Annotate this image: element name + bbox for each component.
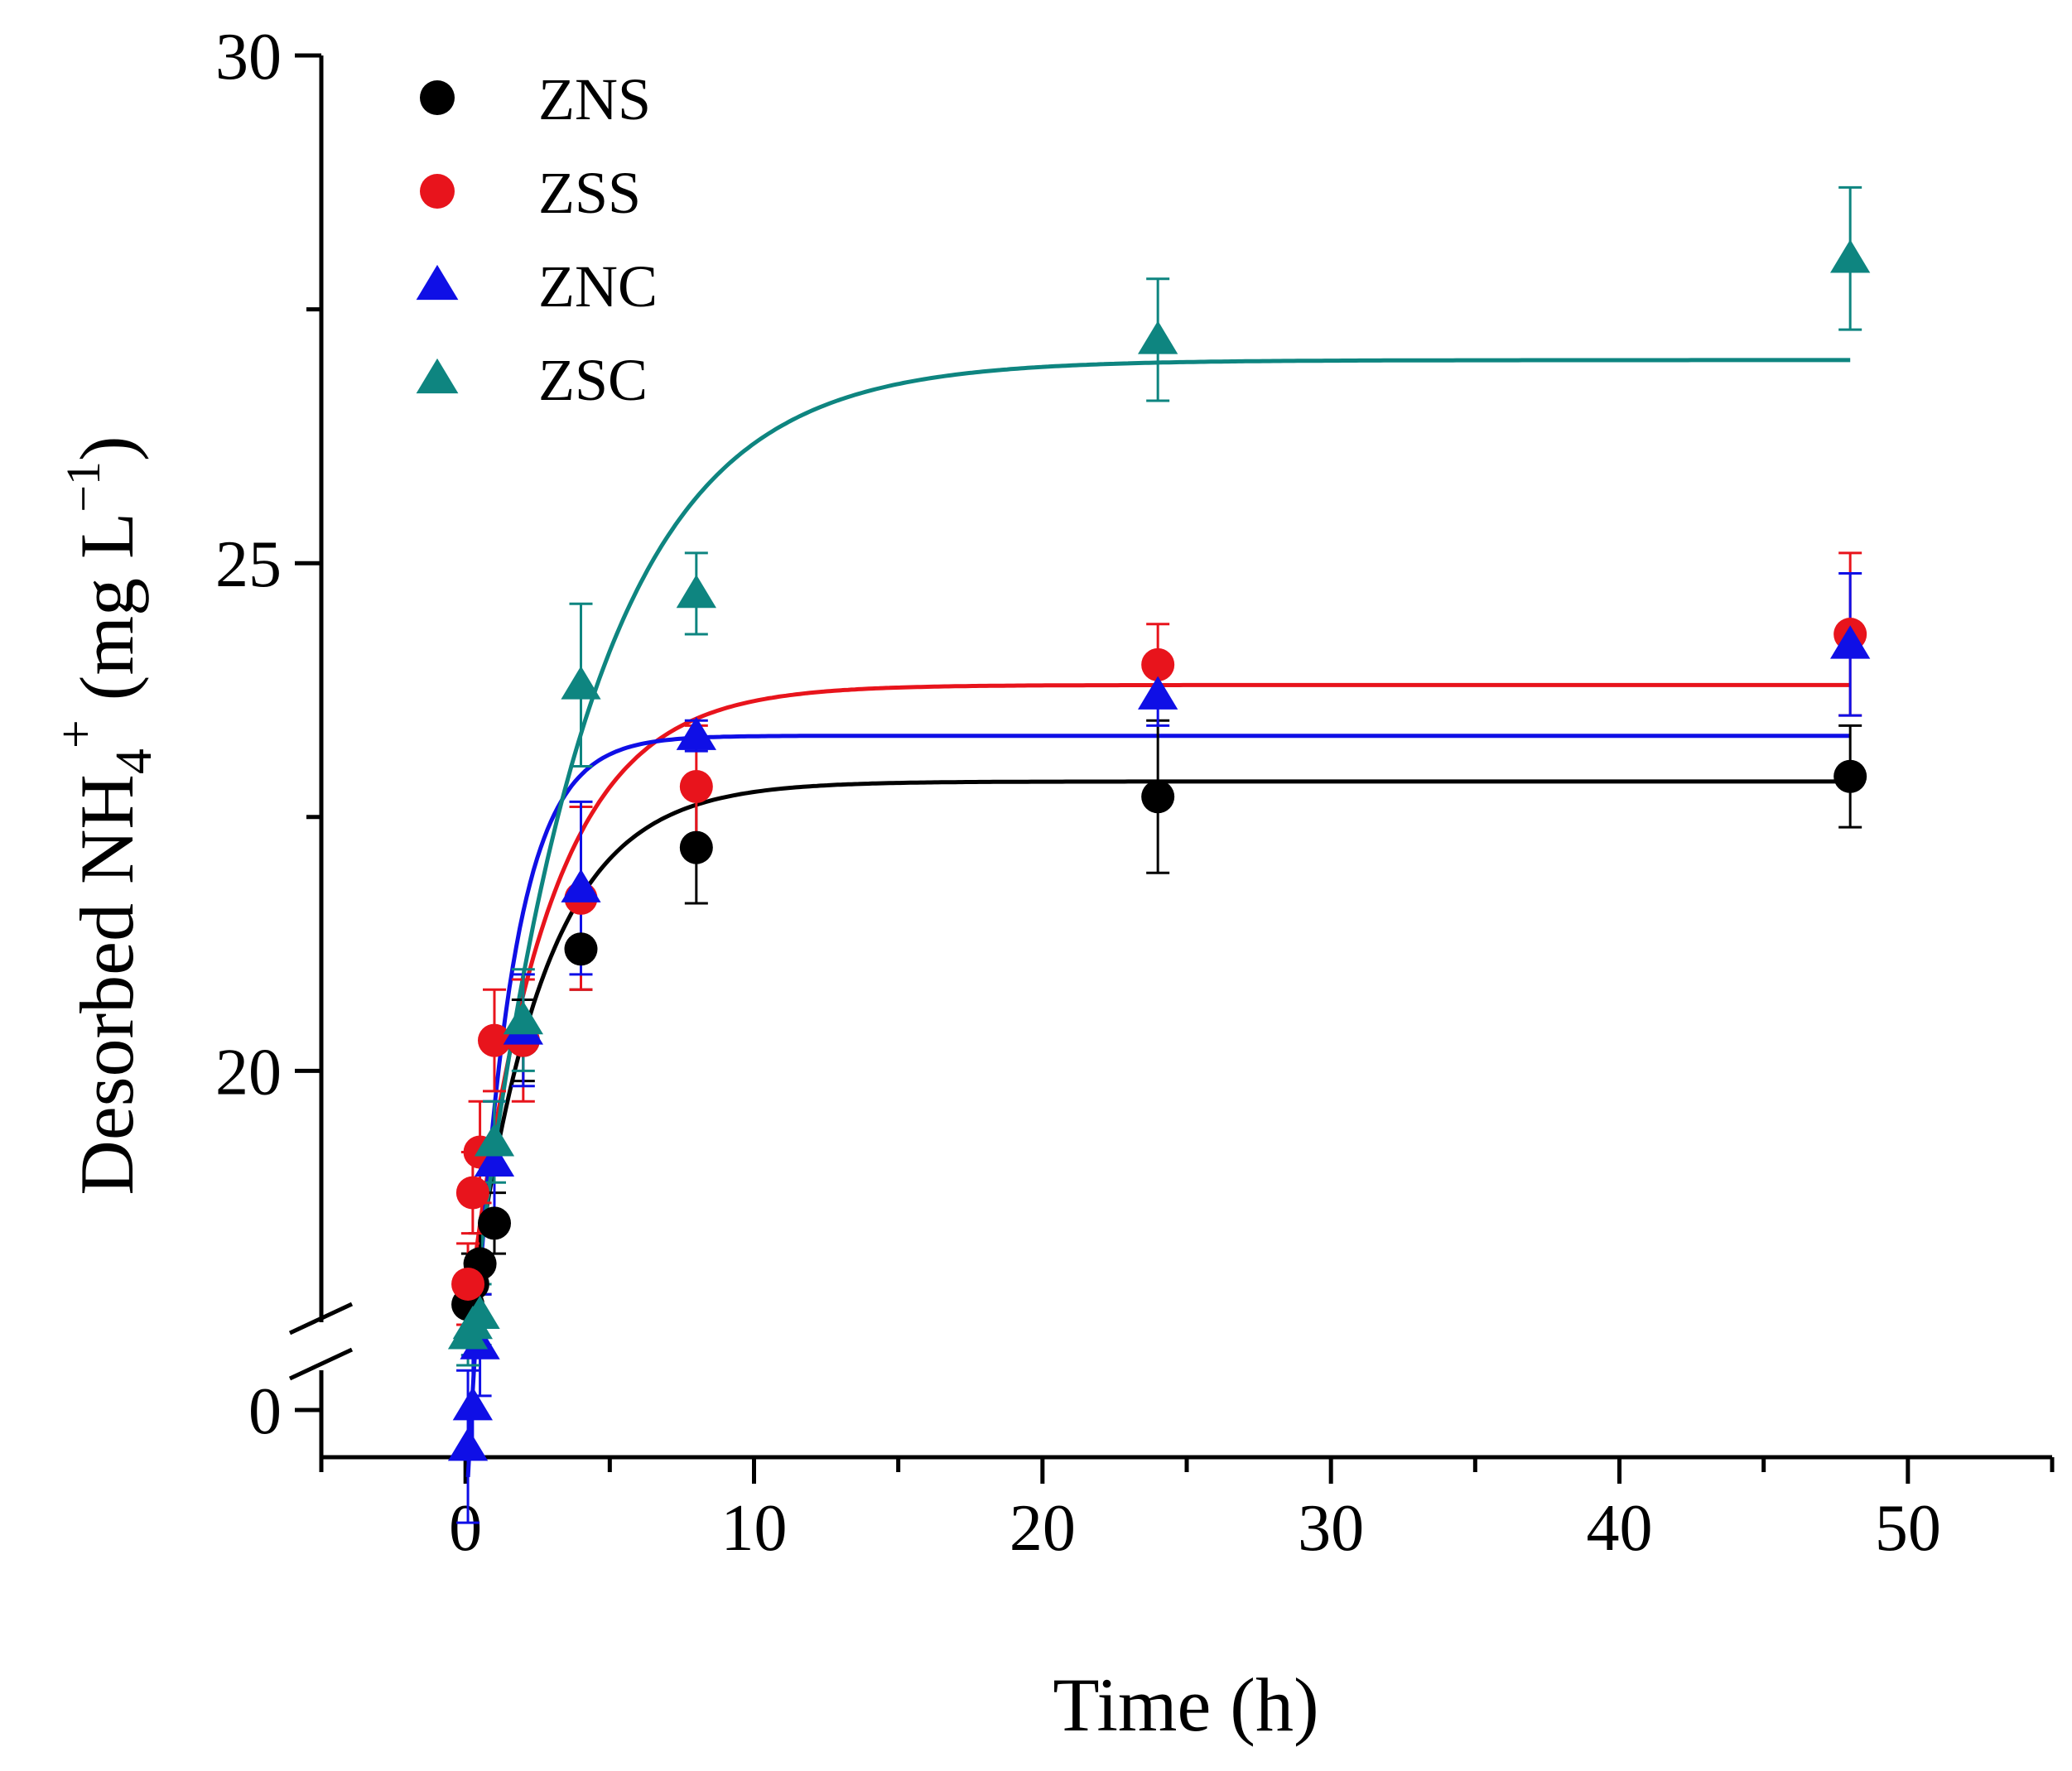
- data-point-zns: [679, 830, 713, 864]
- legend-marker-znc: [416, 264, 459, 301]
- data-point-zns: [1141, 780, 1175, 814]
- y-axis-break-mark: [288, 1302, 354, 1335]
- legend-label-znc: ZNC: [538, 253, 658, 320]
- y-axis-title-subscript: 4: [106, 748, 162, 774]
- legend-marker-zss: [420, 174, 455, 209]
- data-point-znc: [1830, 625, 1871, 659]
- data-point-zsc: [1138, 320, 1178, 354]
- y-tick-label: 25: [215, 528, 282, 601]
- error-bars-layer: [456, 185, 1862, 1524]
- data-point-zss: [451, 1267, 485, 1301]
- fit-curves-layer: [465, 358, 1851, 1478]
- y-axis-break-mark: [288, 1347, 354, 1381]
- data-point-zss: [1141, 647, 1175, 681]
- data-point-znc: [452, 1387, 493, 1421]
- data-point-znc: [1138, 676, 1178, 710]
- x-axis-title: Time (h): [1053, 1663, 1318, 1747]
- data-point-zns: [1833, 759, 1867, 793]
- y-axis-title: Desorbed NH4+ (mg L−1): [48, 436, 162, 1195]
- legend-marker-zns: [420, 80, 455, 115]
- y-tick-label: 30: [215, 21, 282, 94]
- legend-label-zss: ZSS: [538, 160, 641, 226]
- data-point-zss: [679, 770, 713, 804]
- legend: ZNS ZSS ZNC ZSC: [416, 66, 658, 413]
- legend-marker-zsc: [416, 358, 459, 394]
- data-point-znc: [447, 1427, 489, 1461]
- data-point-zsc: [676, 575, 716, 609]
- legend-label-zsc: ZSC: [538, 347, 648, 413]
- x-tick-label: 20: [1009, 1492, 1076, 1565]
- data-point-zns: [478, 1206, 511, 1240]
- y-axis-title-unit-superscript: −1: [56, 461, 110, 513]
- axes-layer: 20 25 30 0 0 10 20 30 40 50: [215, 21, 2055, 1565]
- data-point-zss: [478, 1023, 511, 1057]
- y-axis-title-suffix: (mg L: [65, 513, 149, 719]
- data-point-znc: [561, 869, 601, 902]
- x-tick-label: 10: [721, 1492, 788, 1565]
- data-point-znc: [474, 1143, 515, 1177]
- legend-label-zns: ZNS: [538, 66, 651, 132]
- data-point-zsc: [561, 666, 601, 700]
- data-point-zsc: [503, 1001, 543, 1035]
- data-point-zns: [564, 932, 598, 966]
- data-point-zsc: [1830, 239, 1871, 273]
- y-axis-title-prefix: Desorbed NH: [65, 774, 149, 1195]
- data-point-zss: [455, 1176, 489, 1210]
- data-points-layer: [447, 239, 1871, 1461]
- data-point-znc: [676, 716, 716, 750]
- y-axis-title-superscript: +: [48, 719, 104, 748]
- data-point-zsc: [474, 1123, 515, 1157]
- y-tick-label: 20: [215, 1036, 282, 1109]
- x-tick-label: 30: [1298, 1492, 1364, 1565]
- data-point-zsc: [460, 1295, 500, 1329]
- x-tick-label: 0: [449, 1492, 482, 1565]
- y-axis-title-close: ): [65, 436, 149, 461]
- x-tick-label: 40: [1587, 1492, 1653, 1565]
- y-tick-label-zero: 0: [248, 1375, 282, 1448]
- x-tick-label: 50: [1875, 1492, 1941, 1565]
